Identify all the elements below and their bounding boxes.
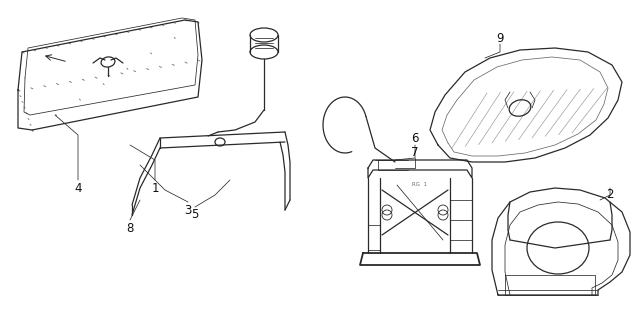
Text: 7: 7 <box>412 145 419 158</box>
Text: 4: 4 <box>74 181 82 194</box>
Text: 5: 5 <box>191 209 198 222</box>
Text: 6: 6 <box>412 131 419 144</box>
Text: 9: 9 <box>496 32 504 45</box>
Text: 1: 1 <box>151 181 159 194</box>
Text: RG  1: RG 1 <box>413 183 428 188</box>
Text: 8: 8 <box>126 222 134 234</box>
Text: 3: 3 <box>184 203 192 216</box>
Text: 2: 2 <box>606 188 614 202</box>
